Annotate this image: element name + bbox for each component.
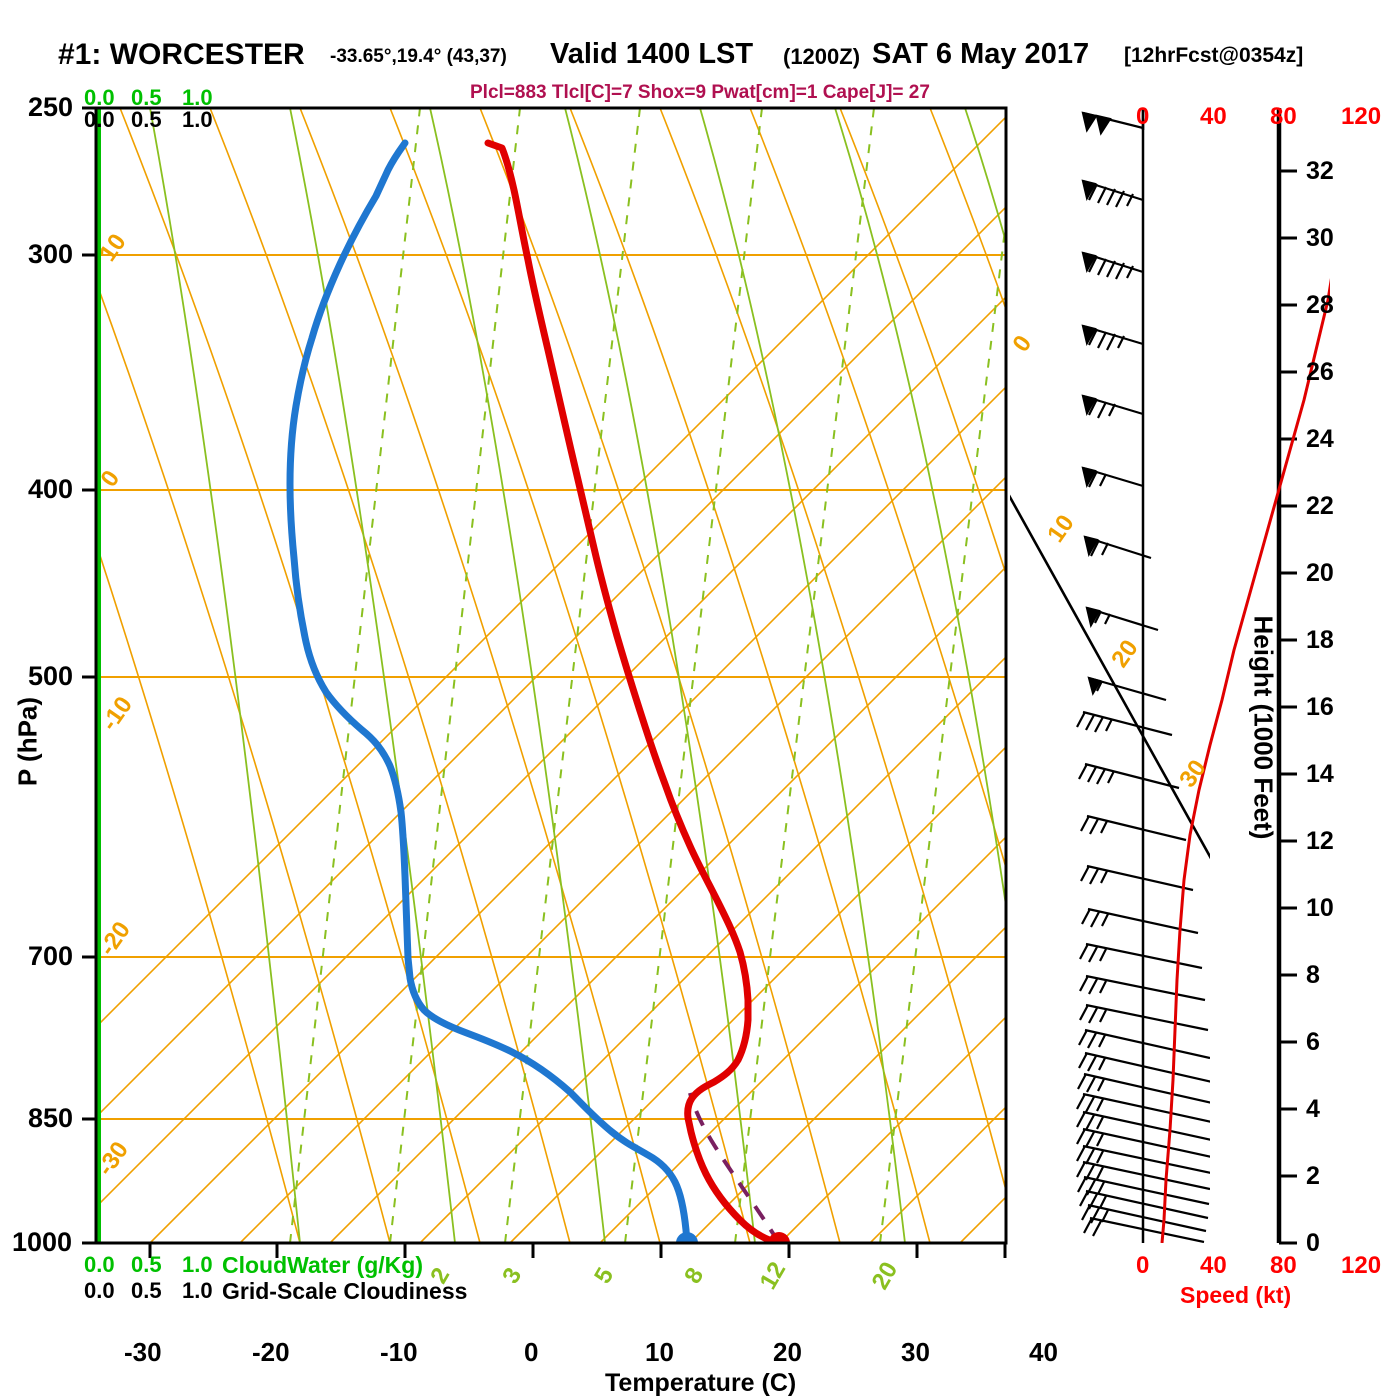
height-ticks xyxy=(1279,169,1297,1245)
height-tick-20: 20 xyxy=(1306,559,1334,587)
valid-time-utc: (1200Z) xyxy=(783,44,861,69)
cloudiness-bottom-tick-1: 1.0 xyxy=(182,1278,213,1303)
height-tick-4: 4 xyxy=(1306,1095,1320,1123)
wind-barbs xyxy=(1076,111,1210,1243)
wind-panel-border xyxy=(1010,494,1210,860)
temp-tick--10: -10 xyxy=(380,1337,418,1367)
temperature-trace xyxy=(484,139,783,1243)
speed-tick-bottom-80: 80 xyxy=(1270,1252,1297,1279)
height-tick-16: 16 xyxy=(1306,693,1334,721)
cloudwater-bottom-tick-0: 0.0 xyxy=(84,1252,115,1277)
height-tick-18: 18 xyxy=(1306,626,1334,654)
speed-tick-bottom-120: 120 xyxy=(1341,1252,1382,1279)
title-bar: #1: WORCESTER -33.65°,19.4° (43,37) Vali… xyxy=(0,38,1400,72)
valid-time: Valid 1400 LST xyxy=(550,38,754,70)
pressure-tick-700: 700 xyxy=(28,941,74,971)
forecast-stamp: [12hrFcst@0354z] xyxy=(1124,44,1304,67)
speed-tick-top-120: 120 xyxy=(1341,103,1382,130)
height-axis-title: Height (1000 Feet) xyxy=(1248,615,1279,840)
temp-tick-20: 20 xyxy=(773,1337,802,1367)
pressure-tick-1000: 1000 xyxy=(12,1227,73,1257)
stability-indices: Plcl=883 Tlcl[C]=7 Shox=9 Pwat[cm]=1 Cap… xyxy=(470,82,930,103)
mixing-ratio-lines xyxy=(289,108,1006,1243)
height-tick-10: 10 xyxy=(1306,894,1334,922)
dry-adiabat-lines xyxy=(96,108,1006,1243)
speed-tick-top-0: 0 xyxy=(1136,103,1150,130)
cloudiness-bottom-tick-0: 0.0 xyxy=(84,1278,115,1303)
speed-axis-title: Speed (kt) xyxy=(1180,1282,1292,1308)
cloudwater-tick-1: 1.0 xyxy=(182,85,213,110)
speed-tick-bottom-0: 0 xyxy=(1136,1252,1150,1279)
pressure-tick-250: 250 xyxy=(28,92,74,122)
speed-tick-top-40: 40 xyxy=(1200,103,1227,130)
speed-tick-top-80: 80 xyxy=(1270,103,1297,130)
cloudiness-legend: Grid-Scale Cloudiness xyxy=(222,1278,468,1304)
pressure-tick-400: 400 xyxy=(28,474,74,504)
height-tick-0: 0 xyxy=(1306,1229,1320,1257)
station-title: #1: WORCESTER xyxy=(58,38,305,71)
temp-tick--30: -30 xyxy=(124,1337,162,1367)
temp-tick-0: 0 xyxy=(524,1337,539,1367)
cloudwater-tick-05: 0.5 xyxy=(131,85,162,110)
cloudiness-tick-05: 0.5 xyxy=(131,107,162,132)
pressure-tick-500: 500 xyxy=(28,661,74,691)
speed-profile-trace xyxy=(1160,278,1330,1243)
cloudwater-bottom-tick-1: 1.0 xyxy=(182,1252,213,1277)
height-tick-12: 12 xyxy=(1306,827,1334,855)
pressure-tick-850: 850 xyxy=(28,1103,74,1133)
height-tick-22: 22 xyxy=(1306,492,1334,520)
temperature-axis-title: Temperature (C) xyxy=(605,1369,797,1397)
parcel-trace xyxy=(688,1092,781,1243)
cloudwater-bottom-tick-05: 0.5 xyxy=(131,1252,162,1277)
height-tick-6: 6 xyxy=(1306,1028,1320,1056)
pressure-axis-title: P (hPa) xyxy=(12,696,43,787)
temp-tick-40: 40 xyxy=(1029,1337,1058,1367)
pressure-ticks xyxy=(82,106,96,1245)
pressure-tick-300: 300 xyxy=(28,239,74,269)
temp-tick-30: 30 xyxy=(901,1337,930,1367)
height-tick-30: 30 xyxy=(1306,224,1334,252)
cloudwater-legend: CloudWater (g/Kg) xyxy=(222,1252,424,1278)
temp-tick--20: -20 xyxy=(252,1337,290,1367)
surface-temperature-marker xyxy=(768,1232,790,1243)
height-tick-14: 14 xyxy=(1306,760,1334,788)
height-tick-8: 8 xyxy=(1306,961,1320,989)
cloudwater-tick-0: 0.0 xyxy=(84,85,115,110)
temp-tick-10: 10 xyxy=(645,1337,674,1367)
isotherm-lines xyxy=(96,115,1006,1243)
isobar-lines xyxy=(96,254,1006,1243)
cloudiness-bottom-tick-05: 0.5 xyxy=(131,1278,162,1303)
temperature-ticks xyxy=(148,1243,1007,1258)
moist-adiabat-lines xyxy=(149,108,1006,1243)
height-tick-32: 32 xyxy=(1306,157,1334,185)
height-tick-28: 28 xyxy=(1306,291,1334,319)
height-tick-24: 24 xyxy=(1306,425,1334,453)
dewpoint-trace xyxy=(286,139,691,1243)
valid-date: SAT 6 May 2017 xyxy=(872,38,1090,70)
station-coords: -33.65°,19.4° (43,37) xyxy=(330,46,507,67)
cloudiness-tick-0: 0.0 xyxy=(84,107,115,132)
speed-tick-bottom-40: 40 xyxy=(1200,1252,1227,1279)
height-tick-26: 26 xyxy=(1306,358,1334,386)
cloudiness-tick-1: 1.0 xyxy=(182,107,213,132)
height-tick-2: 2 xyxy=(1306,1162,1320,1190)
surface-dewpoint-marker xyxy=(676,1232,698,1243)
